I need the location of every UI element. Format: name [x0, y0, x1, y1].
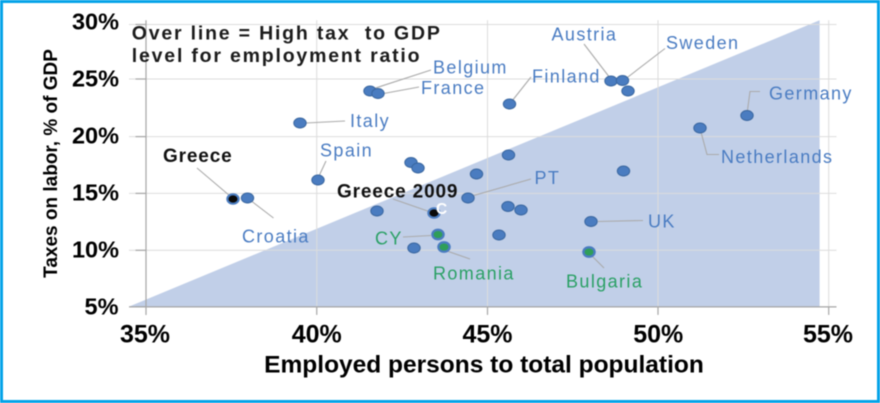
svg-text:25%: 25%	[72, 65, 119, 91]
svg-text:Belgium: Belgium	[433, 58, 508, 78]
svg-text:Bulgaria: Bulgaria	[566, 272, 643, 292]
svg-text:20%: 20%	[72, 123, 119, 149]
svg-text:45%: 45%	[462, 321, 512, 349]
svg-text:Taxes on labor, % of GDP: Taxes on labor, % of GDP	[41, 49, 62, 278]
svg-text:15%: 15%	[72, 180, 119, 206]
svg-text:Over line = High tax to GDP: Over line = High tax to GDP	[132, 22, 442, 44]
svg-text:PT: PT	[535, 168, 561, 188]
svg-text:40%: 40%	[292, 321, 342, 349]
svg-text:level for employment ratio: level for employment ratio	[132, 45, 422, 67]
svg-text:Romania: Romania	[433, 264, 515, 284]
svg-text:Germany: Germany	[769, 84, 853, 104]
svg-text:Finland: Finland	[532, 67, 601, 87]
svg-text:35%: 35%	[120, 321, 170, 349]
svg-text:Austria: Austria	[552, 25, 618, 45]
svg-text:Greece 2009: Greece 2009	[337, 182, 458, 203]
svg-text:Croatia: Croatia	[242, 227, 310, 247]
svg-text:Spain: Spain	[320, 141, 373, 161]
svg-text:Sweden: Sweden	[666, 33, 739, 53]
svg-text:Employed persons to total popu: Employed persons to total population	[264, 352, 704, 379]
svg-text:France: France	[421, 78, 485, 98]
svg-text:Netherlands: Netherlands	[721, 147, 833, 167]
svg-text:CY: CY	[375, 229, 403, 249]
svg-text:5%: 5%	[85, 294, 119, 320]
svg-text:30%: 30%	[72, 8, 119, 34]
svg-text:Italy: Italy	[350, 111, 390, 131]
svg-text:UK: UK	[648, 212, 676, 232]
svg-text:50%: 50%	[633, 321, 683, 349]
svg-text:55%: 55%	[803, 321, 853, 349]
svg-text:10%: 10%	[72, 237, 119, 263]
svg-text:C: C	[436, 201, 447, 218]
svg-text:Greece: Greece	[163, 146, 233, 167]
